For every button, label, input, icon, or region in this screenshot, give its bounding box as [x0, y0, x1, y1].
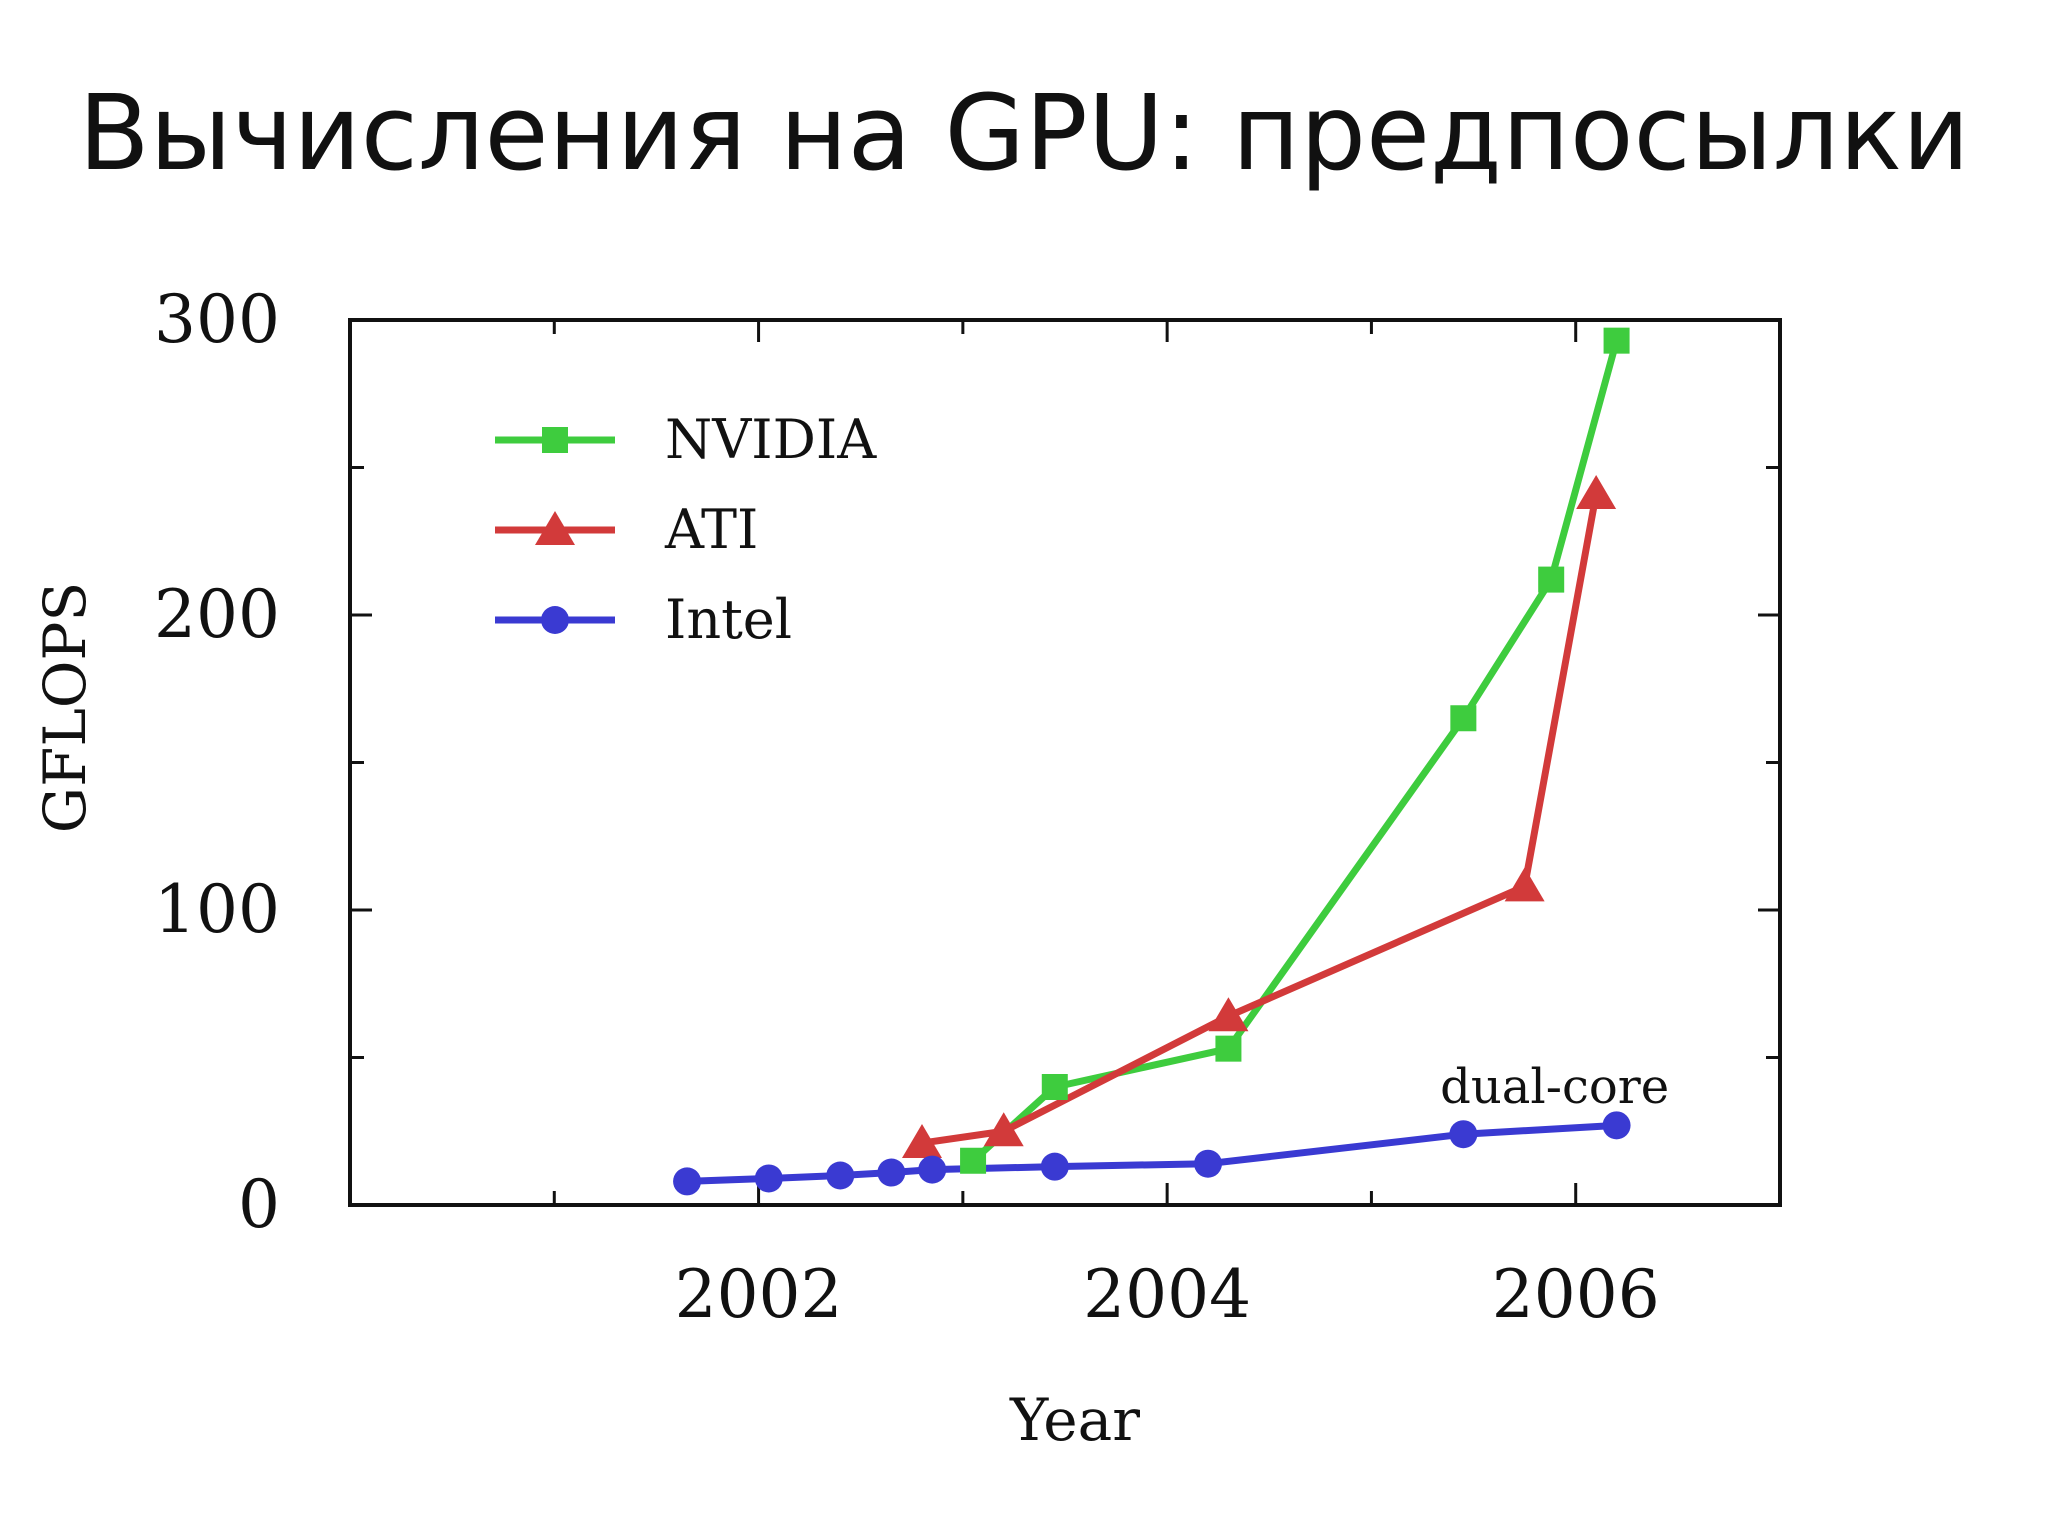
- data-point-nvidia: [1041, 1074, 1068, 1100]
- legend-label-intel: Intel: [665, 588, 792, 651]
- x-tick-label: 2004: [1083, 1256, 1251, 1333]
- data-point-nvidia: [1215, 1035, 1242, 1062]
- legend-label-ati: ATI: [664, 498, 758, 561]
- legend-marker-nvidia: [542, 427, 568, 453]
- data-point-ati: [1576, 475, 1617, 510]
- data-point-intel: [1194, 1149, 1222, 1178]
- y-tick-label: 300: [154, 281, 280, 358]
- data-point-ati: [1504, 867, 1545, 902]
- data-point-nvidia: [960, 1147, 987, 1174]
- x-tick-label: 2006: [1492, 1256, 1660, 1333]
- x-tick-label: 2002: [675, 1256, 843, 1333]
- series-line-ati: [921, 493, 1600, 1147]
- data-point-ati: [1208, 997, 1249, 1032]
- annotation-label: dual-core: [1440, 1059, 1669, 1115]
- data-point-ati: [983, 1112, 1024, 1147]
- data-point-intel: [1040, 1152, 1069, 1181]
- y-tick-label: 200: [154, 576, 280, 653]
- x-axis-label: Year: [1009, 1386, 1140, 1454]
- data-point-intel: [754, 1164, 783, 1193]
- data-point-intel: [1602, 1111, 1631, 1140]
- data-point-nvidia: [1538, 566, 1565, 593]
- legend-marker-intel: [541, 606, 569, 634]
- data-point-nvidia: [1450, 705, 1477, 732]
- data-point-ati: [902, 1124, 942, 1159]
- y-axis-label: GFLOPS: [31, 582, 99, 833]
- data-point-intel: [1449, 1120, 1478, 1149]
- y-tick-label: 100: [154, 871, 280, 948]
- data-point-intel: [918, 1155, 947, 1184]
- data-point-nvidia: [1603, 327, 1630, 354]
- legend-marker-ati: [535, 511, 575, 545]
- slide-title: Вычисления на GPU: предпосылки: [78, 72, 1970, 194]
- data-point-intel: [673, 1167, 702, 1196]
- legend-label-nvidia: NVIDIA: [665, 408, 877, 471]
- data-point-intel: [826, 1161, 855, 1190]
- data-point-intel: [877, 1158, 906, 1187]
- y-tick-label: 0: [238, 1166, 280, 1243]
- series-line-nvidia: [970, 339, 1620, 1164]
